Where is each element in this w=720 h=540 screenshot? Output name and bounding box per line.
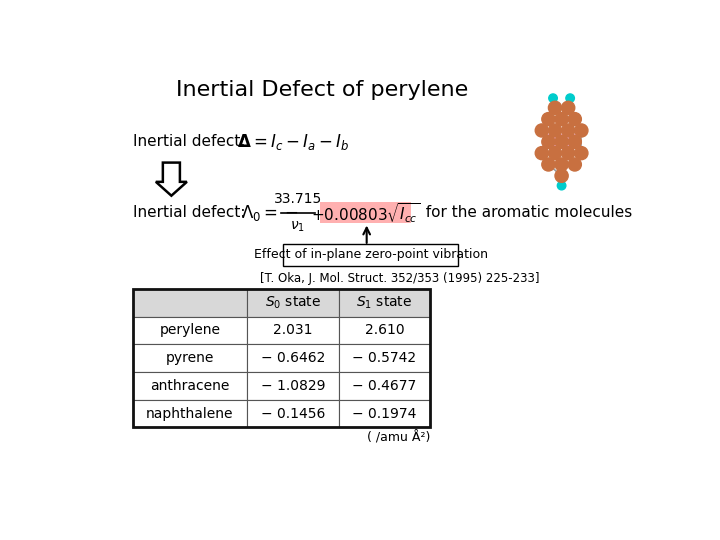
Circle shape	[555, 135, 568, 148]
Circle shape	[549, 124, 562, 137]
Bar	[132, 289, 248, 316]
Bar	[132, 289, 431, 428]
Circle shape	[555, 169, 568, 183]
Text: − 0.5742: − 0.5742	[352, 351, 417, 365]
Bar	[339, 316, 431, 345]
Text: 2.610: 2.610	[365, 323, 405, 338]
Text: − 0.1456: − 0.1456	[261, 407, 325, 421]
Text: $\nu_1$: $\nu_1$	[290, 220, 305, 234]
Circle shape	[535, 124, 549, 137]
Text: − 0.1974: − 0.1974	[352, 407, 417, 421]
Text: anthracene: anthracene	[150, 379, 230, 393]
Bar	[339, 345, 431, 372]
Text: Effect of in-plane zero-point vibration: Effect of in-plane zero-point vibration	[253, 248, 487, 261]
Text: 33.715: 33.715	[274, 192, 322, 206]
Bar	[339, 372, 431, 400]
Text: $\Lambda_0 = -$: $\Lambda_0 = -$	[241, 202, 298, 222]
Bar	[132, 372, 248, 400]
Text: pyrene: pyrene	[166, 351, 214, 365]
Circle shape	[557, 181, 566, 190]
Circle shape	[575, 146, 588, 160]
Polygon shape	[156, 163, 187, 195]
Circle shape	[542, 112, 555, 126]
Text: ( /amu Å²): ( /amu Å²)	[367, 430, 431, 444]
Circle shape	[549, 94, 557, 103]
Circle shape	[549, 146, 562, 160]
Text: − 1.0829: − 1.0829	[261, 379, 325, 393]
Text: Inertial defect:: Inertial defect:	[132, 134, 245, 149]
Circle shape	[535, 146, 549, 160]
Circle shape	[568, 158, 581, 171]
Circle shape	[542, 158, 555, 171]
Text: − 0.6462: − 0.6462	[261, 351, 325, 365]
FancyBboxPatch shape	[545, 134, 578, 150]
Bar	[132, 345, 248, 372]
Bar	[248, 372, 339, 400]
Circle shape	[549, 101, 562, 114]
Bar	[248, 400, 339, 428]
Circle shape	[562, 124, 575, 137]
Text: − 0.4677: − 0.4677	[352, 379, 417, 393]
Text: $S_0$ state: $S_0$ state	[265, 294, 321, 311]
Text: $\mathbf{\Delta} = \boldsymbol{I_c} - \boldsymbol{I_a} - \boldsymbol{I_b}$: $\mathbf{\Delta} = \boldsymbol{I_c} - \b…	[238, 132, 349, 152]
Circle shape	[568, 112, 581, 126]
Bar	[132, 316, 248, 345]
FancyBboxPatch shape	[283, 244, 458, 266]
Bar	[248, 345, 339, 372]
Text: Inertial Defect of perylene: Inertial Defect of perylene	[176, 80, 469, 100]
Bar	[339, 289, 431, 316]
Circle shape	[555, 112, 568, 126]
Text: Inertial defect:: Inertial defect:	[132, 205, 245, 220]
Text: $S_1$ state: $S_1$ state	[356, 294, 413, 311]
Text: 2.031: 2.031	[274, 323, 312, 338]
Circle shape	[566, 94, 575, 103]
Bar	[339, 400, 431, 428]
Text: naphthalene: naphthalene	[146, 407, 234, 421]
Text: for the aromatic molecules: for the aromatic molecules	[415, 205, 631, 220]
Circle shape	[562, 146, 575, 160]
Circle shape	[542, 135, 555, 148]
FancyBboxPatch shape	[320, 202, 411, 224]
Text: $+0.00803\sqrt{I_{cc}}$: $+0.00803\sqrt{I_{cc}}$	[311, 201, 420, 225]
Text: perylene: perylene	[159, 323, 220, 338]
Circle shape	[555, 158, 568, 171]
Bar	[248, 289, 339, 316]
Bar	[132, 400, 248, 428]
Circle shape	[562, 101, 575, 114]
Circle shape	[568, 135, 581, 148]
Text: [T. Oka, J. Mol. Struct. 352/353 (1995) 225-233]: [T. Oka, J. Mol. Struct. 352/353 (1995) …	[260, 272, 540, 285]
Circle shape	[575, 124, 588, 137]
Bar	[248, 316, 339, 345]
